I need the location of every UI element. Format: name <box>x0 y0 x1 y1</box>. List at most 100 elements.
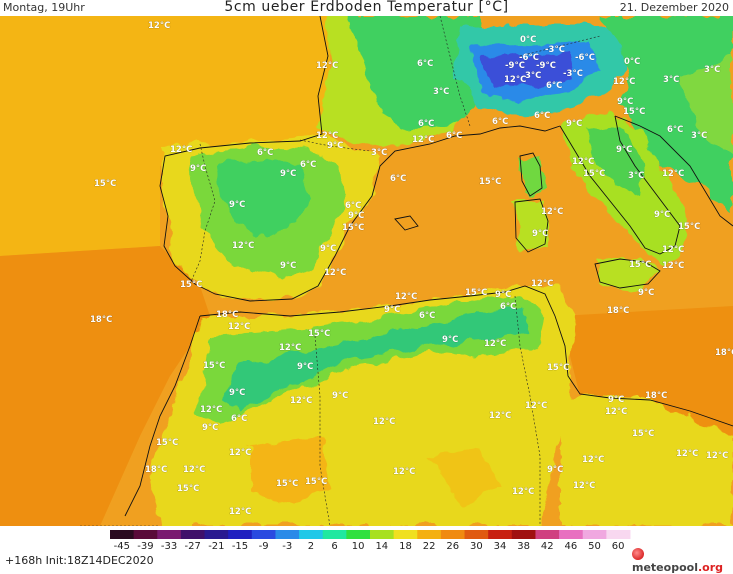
meteopool-logo[interactable]: meteopool.org <box>632 548 733 574</box>
legend-swatch <box>488 530 513 539</box>
temperature-label: 12°C <box>582 455 604 465</box>
temperature-label: 9°C <box>320 244 336 254</box>
temperature-map[interactable]: 12°C12°C 6°C3°C6°C12°C9°C6°C12°C0°C-3°C-6… <box>0 16 733 526</box>
temperature-label: 15°C <box>632 429 654 439</box>
temperature-label: 12°C <box>512 487 534 497</box>
legend-swatch <box>511 530 536 539</box>
forecast-time: Montag, 19Uhr <box>3 1 85 14</box>
temperature-label: 9°C <box>495 290 511 300</box>
temperature-label: 9°C <box>608 395 624 405</box>
temperature-label: 12°C <box>393 467 415 477</box>
legend-tick: 60 <box>611 541 625 552</box>
legend-swatch <box>204 530 229 539</box>
temperature-label: 9°C <box>297 362 313 372</box>
legend-swatch <box>417 530 442 539</box>
temperature-label: -3°C <box>545 45 565 55</box>
temperature-label: 15°C <box>177 484 199 494</box>
temperature-label: 18°C <box>645 391 667 401</box>
temperature-label: 18°C <box>90 315 112 325</box>
temperature-label: 6°C <box>231 414 247 424</box>
logo-suffix: .org <box>697 561 724 574</box>
temperature-label: 15°C <box>305 477 327 487</box>
temperature-label: 9°C <box>229 200 245 210</box>
legend-tick: 18 <box>399 541 412 552</box>
temperature-label: 6°C <box>417 59 433 69</box>
legend-tick: 2 <box>307 541 315 552</box>
legend-color-bar <box>110 530 631 539</box>
temperature-label: 9°C <box>327 141 343 151</box>
legend-swatch <box>133 530 158 539</box>
legend-tick: 34 <box>493 541 507 552</box>
legend-tick: 6 <box>331 541 338 552</box>
legend-swatch <box>440 530 466 539</box>
temperature-label: 12°C <box>662 169 684 179</box>
logo-prefix: meteo <box>632 561 672 574</box>
legend-swatch <box>582 530 607 539</box>
temperature-label: 12°C <box>395 292 417 302</box>
temperature-label: 12°C <box>228 322 250 332</box>
temperature-label: 3°C <box>704 65 720 75</box>
legend-swatch <box>559 530 584 539</box>
temperature-label: 6°C <box>419 311 435 321</box>
coastlines <box>124 16 733 517</box>
logo-main: pool <box>671 561 698 574</box>
italy-cold-zone <box>585 126 645 196</box>
temperature-label: 6°C <box>446 131 462 141</box>
temperature-label: 15°C <box>94 179 116 189</box>
country-borders <box>80 16 601 526</box>
temperature-label: 12°C <box>484 339 506 349</box>
temperature-label: 9°C <box>638 288 654 298</box>
temperature-label: 12°C <box>706 451 728 461</box>
temperature-label: 12°C <box>531 279 553 289</box>
legend-tick: 50 <box>588 541 601 552</box>
temperature-label: 9°C <box>654 210 670 220</box>
temperature-label: 6°C <box>345 201 361 211</box>
temperature-label: -6°C <box>575 53 595 63</box>
temperature-label: 12°C <box>676 449 698 459</box>
temperature-label: 12°C <box>662 245 684 255</box>
temperature-label: -3°C <box>563 69 583 79</box>
legend-swatch <box>464 530 489 539</box>
temperature-label: 12°C <box>412 135 434 145</box>
temperature-label: 12°C <box>229 448 251 458</box>
temperature-label: 15°C <box>678 222 700 232</box>
temperature-label: 12°C <box>541 207 563 217</box>
temperature-label: 9°C <box>616 145 632 155</box>
temperature-label: 9°C <box>617 97 633 107</box>
legend-tick: -33 <box>160 541 178 552</box>
france-cold-zone <box>345 16 490 131</box>
temperature-label: 0°C <box>520 35 536 45</box>
temperature-label: 6°C <box>300 160 316 170</box>
temperature-label: 12°C <box>662 261 684 271</box>
temperature-label: 3°C <box>663 75 679 85</box>
temperature-label: 9°C <box>547 465 563 475</box>
legend-swatch <box>110 530 135 539</box>
temperature-label: 12°C <box>525 401 547 411</box>
temperature-label: -6°C <box>519 53 539 63</box>
temperature-label: 3°C <box>691 131 707 141</box>
temperature-label: 18°C <box>715 348 733 358</box>
temperature-label: 12°C <box>573 481 595 491</box>
temperature-label: 12°C <box>489 411 511 421</box>
atlas-cold-core <box>220 306 530 411</box>
temperature-label: -9°C <box>505 61 525 71</box>
legend-swatch <box>275 530 300 539</box>
legend-swatch <box>180 530 206 539</box>
legend-tick: -15 <box>231 541 249 552</box>
temperature-label: 15°C <box>180 280 202 290</box>
temperature-label: 12°C <box>290 396 312 406</box>
temperature-label: 12°C <box>373 417 395 427</box>
temperature-label: 12°C <box>232 241 254 251</box>
color-legend: -45 -39 -33 -27 -21 -15 -9 -3 2 6 10 14 18 22 26 30 34 38… <box>0 526 733 574</box>
temperature-label: 9°C <box>332 391 348 401</box>
temperature-label: 15°C <box>629 260 651 270</box>
legend-tick: -45 <box>113 541 130 552</box>
temperature-label: 12°C <box>229 507 251 517</box>
map-title: 5cm ueber Erdboden Temperatur [°C] <box>224 0 509 15</box>
legend-swatch <box>370 530 395 539</box>
legend-tick-labels: -45 -39 -33 -27 -21 -15 -9 -3 2 6 10 14 18 22 26 30 34 38… <box>110 541 630 553</box>
balkans-warm-zone <box>680 56 733 156</box>
temperature-label: 18°C <box>607 306 629 316</box>
sahara-warm-zone-2 <box>430 446 500 506</box>
temperature-label: 12°C <box>572 157 594 167</box>
